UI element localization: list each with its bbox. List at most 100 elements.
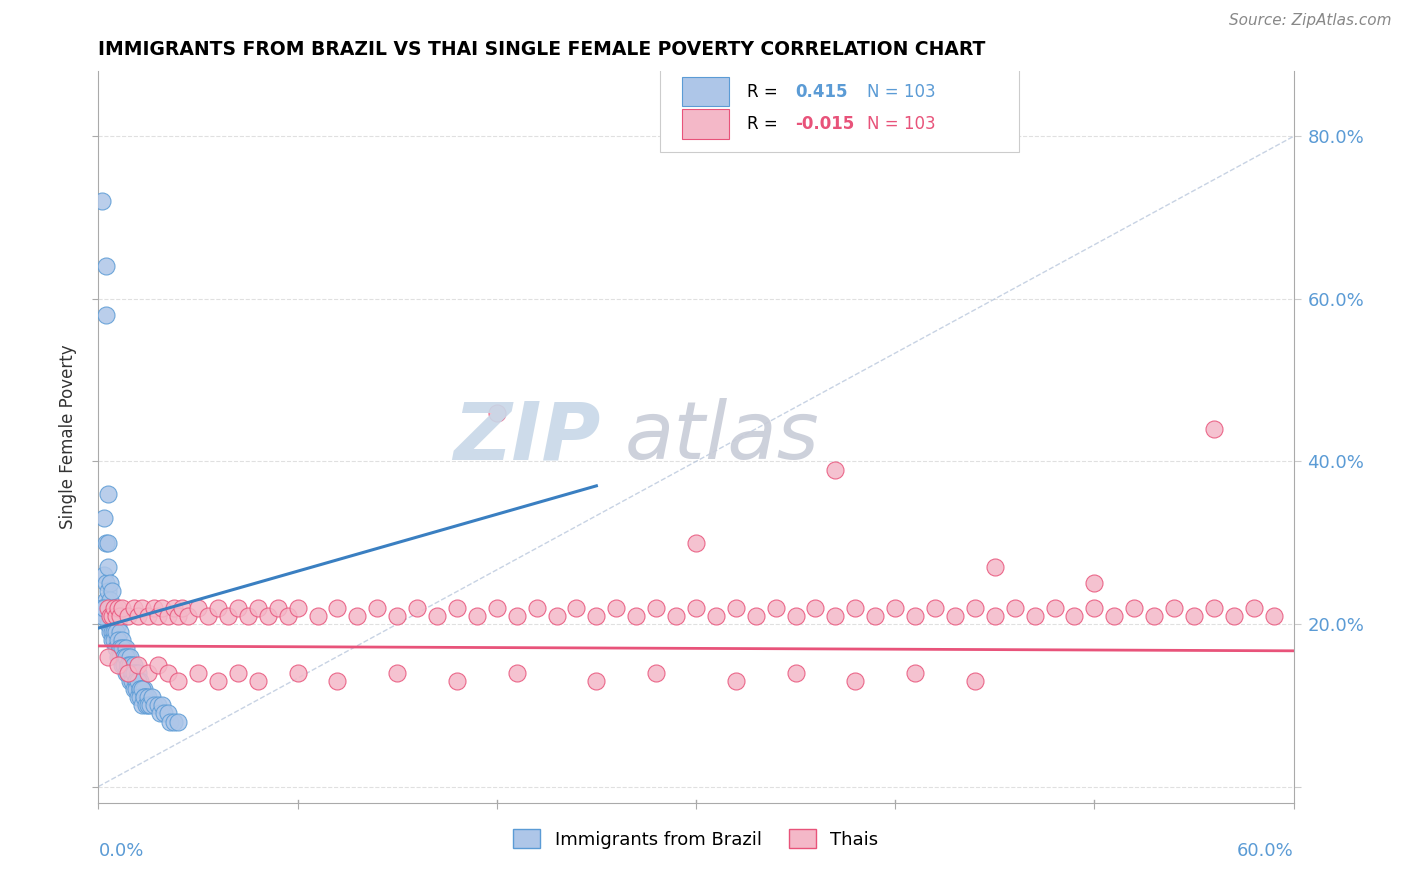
- Point: [236, 608, 259, 623]
- Point: [136, 698, 159, 713]
- Point: [1024, 608, 1046, 623]
- Point: [546, 608, 568, 623]
- Point: [984, 608, 1007, 623]
- Text: 0.0%: 0.0%: [98, 842, 143, 860]
- Point: [131, 681, 153, 696]
- Point: [93, 568, 115, 582]
- Text: atlas: atlas: [624, 398, 820, 476]
- Point: [101, 608, 124, 623]
- Point: [226, 665, 249, 680]
- Point: [1063, 608, 1085, 623]
- Point: [131, 681, 153, 696]
- Point: [745, 608, 768, 623]
- Point: [134, 681, 156, 696]
- Text: 0.415: 0.415: [796, 83, 848, 101]
- Point: [963, 600, 986, 615]
- Point: [207, 600, 229, 615]
- Point: [110, 641, 132, 656]
- Point: [112, 641, 135, 656]
- Point: [112, 657, 135, 672]
- Point: [117, 657, 139, 672]
- Point: [105, 633, 128, 648]
- Point: [426, 608, 449, 623]
- Point: [167, 714, 190, 729]
- FancyBboxPatch shape: [682, 78, 730, 106]
- Point: [685, 600, 707, 615]
- Text: R =: R =: [748, 83, 783, 101]
- Point: [98, 608, 122, 623]
- Point: [724, 600, 747, 615]
- Point: [115, 657, 138, 672]
- Point: [110, 641, 132, 656]
- Point: [129, 673, 152, 688]
- Point: [91, 194, 114, 209]
- Point: [127, 657, 149, 672]
- Point: [465, 608, 488, 623]
- Point: [105, 608, 128, 623]
- Point: [1163, 600, 1185, 615]
- Point: [97, 560, 120, 574]
- Point: [277, 608, 299, 623]
- Point: [127, 608, 149, 623]
- Point: [446, 673, 468, 688]
- Point: [96, 535, 118, 549]
- Point: [267, 600, 290, 615]
- Point: [97, 600, 120, 615]
- Point: [124, 665, 146, 680]
- Point: [98, 576, 122, 591]
- Point: [506, 608, 529, 623]
- Point: [157, 706, 180, 721]
- Point: [107, 641, 129, 656]
- Point: [111, 657, 134, 672]
- Point: [115, 665, 138, 680]
- Point: [91, 600, 114, 615]
- Legend: Immigrants from Brazil, Thais: Immigrants from Brazil, Thais: [506, 822, 886, 856]
- Point: [585, 673, 607, 688]
- Point: [117, 665, 139, 680]
- Point: [111, 633, 134, 648]
- Point: [1083, 600, 1105, 615]
- Text: ZIP: ZIP: [453, 398, 600, 476]
- Point: [111, 600, 134, 615]
- Point: [110, 649, 132, 664]
- Point: [120, 665, 142, 680]
- Point: [506, 665, 529, 680]
- Point: [785, 608, 807, 623]
- Point: [121, 665, 143, 680]
- Point: [120, 673, 142, 688]
- Point: [150, 698, 173, 713]
- Point: [131, 600, 153, 615]
- Point: [785, 665, 807, 680]
- Point: [124, 657, 146, 672]
- Point: [96, 260, 118, 274]
- Point: [685, 535, 707, 549]
- Point: [91, 608, 114, 623]
- Point: [101, 584, 124, 599]
- Point: [645, 600, 668, 615]
- Point: [129, 681, 152, 696]
- Point: [117, 649, 139, 664]
- Point: [97, 535, 120, 549]
- Point: [1043, 600, 1066, 615]
- Point: [97, 600, 120, 615]
- Point: [134, 690, 156, 705]
- Point: [153, 706, 176, 721]
- Point: [844, 600, 866, 615]
- Point: [107, 617, 129, 632]
- Y-axis label: Single Female Poverty: Single Female Poverty: [59, 345, 77, 529]
- Point: [117, 665, 139, 680]
- Text: -0.015: -0.015: [796, 115, 855, 133]
- Point: [326, 673, 349, 688]
- Point: [105, 608, 128, 623]
- Point: [167, 673, 190, 688]
- Text: N = 103: N = 103: [868, 83, 935, 101]
- Point: [665, 608, 688, 623]
- Point: [1143, 608, 1166, 623]
- Point: [148, 657, 170, 672]
- Point: [97, 487, 120, 501]
- Point: [1202, 600, 1225, 615]
- Point: [93, 511, 115, 525]
- Point: [824, 608, 846, 623]
- Point: [207, 673, 229, 688]
- Point: [127, 665, 149, 680]
